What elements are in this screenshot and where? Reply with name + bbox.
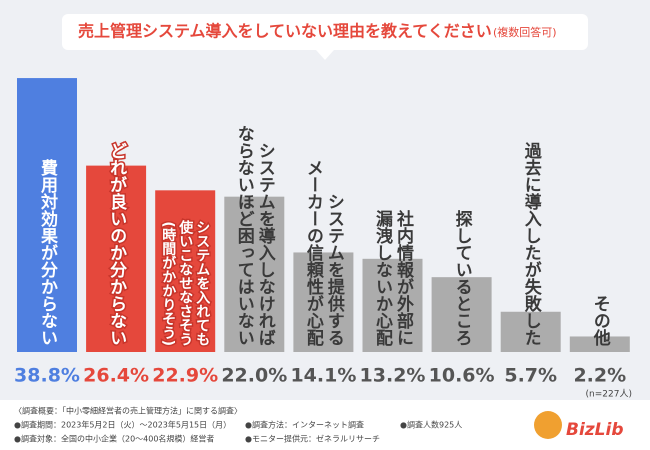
value-label: 2.2% xyxy=(573,365,626,387)
category-label: 探しているところ xyxy=(452,209,473,346)
category-label: どれが良いのか分からない xyxy=(106,142,127,346)
footer-item: ●調査方法：インターネット調査 xyxy=(245,420,364,430)
bar xyxy=(293,252,354,352)
category-label: ならないほど困ってはいない xyxy=(234,125,254,346)
bar xyxy=(86,165,147,352)
footer-item: ●調査人数925人 xyxy=(400,420,462,430)
value-label: 5.7% xyxy=(504,365,557,387)
category-label: 漏洩しないか心配 xyxy=(372,210,393,346)
bar xyxy=(431,277,492,352)
category-label: 費用対効果が分からない xyxy=(37,158,59,346)
value-label: 14.1% xyxy=(290,365,356,387)
chart-title: 売上管理システム導入をしていない理由を教えてください xyxy=(78,22,492,41)
category-label: 過去に導入したが失敗した xyxy=(521,142,542,346)
logo: BizLib xyxy=(566,420,624,440)
category-label: その他 xyxy=(590,295,612,346)
bar xyxy=(569,336,630,352)
bar xyxy=(500,311,561,352)
value-label: 13.2% xyxy=(360,365,426,387)
footer-item: ●モニター提供元：ゼネラルリサーチ xyxy=(245,434,380,444)
logo-icon xyxy=(534,411,562,439)
category-label: システムを導入しなければ xyxy=(255,142,276,346)
footer-heading: 〈調査概要：「中小零細経営者の売上管理方法」に関する調査〉 xyxy=(14,406,242,416)
value-label: 22.0% xyxy=(221,365,287,387)
category-label: 社内情報が外部に xyxy=(393,209,415,346)
title-box xyxy=(62,14,588,50)
category-label: (時間がかかりそう) xyxy=(160,221,176,346)
sample-note: (n=227人) xyxy=(586,389,632,400)
category-label: システムを提供する xyxy=(324,193,346,346)
chart-subtitle: (複数回答可) xyxy=(493,25,557,39)
footer-item: ●調査期間：2023年5月2日（火）〜2023年5月15日（月） xyxy=(14,420,231,430)
title-pointer xyxy=(316,50,334,60)
bar xyxy=(224,196,285,352)
value-label: 22.9% xyxy=(152,365,218,387)
category-label: システムを入れても xyxy=(194,220,210,346)
footer-item: ●調査対象：全国の中小企業（20〜400名規模）経営者 xyxy=(14,434,214,444)
value-label: 10.6% xyxy=(429,365,495,387)
bar xyxy=(155,190,216,352)
category-label: メーカーの信頼性が心配 xyxy=(303,159,324,346)
value-label: 26.4% xyxy=(83,365,149,387)
value-label: 38.8% xyxy=(14,365,80,387)
category-label: 使いこなせなさそう xyxy=(177,219,194,346)
bar xyxy=(362,258,423,352)
bar xyxy=(17,78,77,353)
